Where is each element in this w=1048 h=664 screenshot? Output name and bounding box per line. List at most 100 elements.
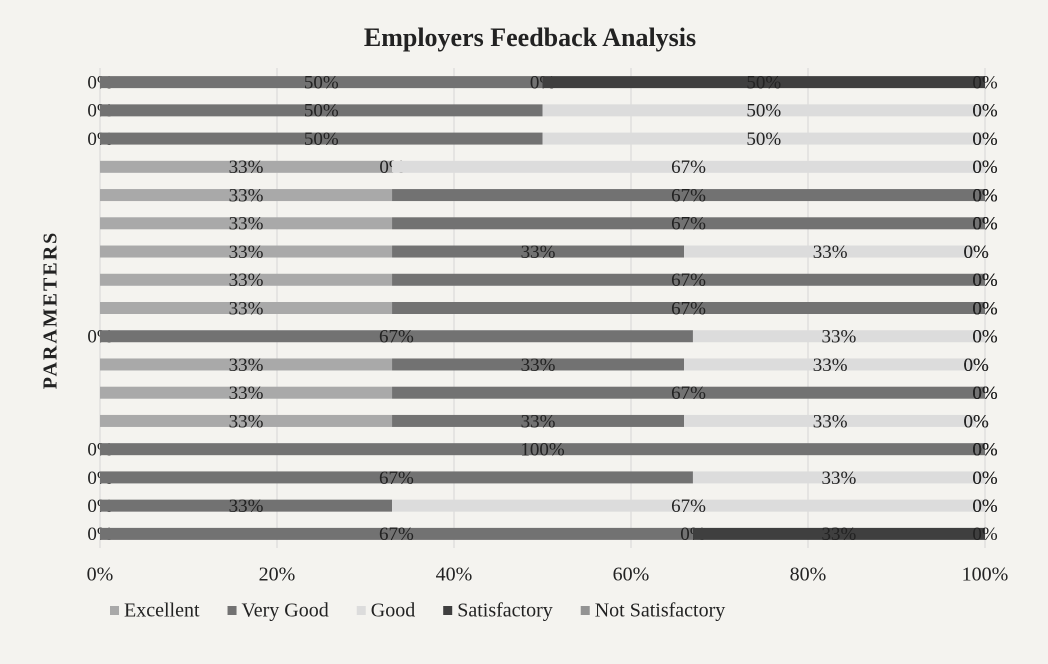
legend-label: Very Good bbox=[242, 600, 329, 622]
value-label: 0% bbox=[972, 214, 998, 235]
value-label: 100% bbox=[520, 440, 565, 461]
value-label: 0% bbox=[972, 496, 998, 517]
bar-segment bbox=[100, 358, 393, 371]
bar-segment bbox=[100, 471, 693, 484]
bar-segment bbox=[684, 245, 977, 258]
bar-segment bbox=[100, 245, 393, 258]
value-label: 0% bbox=[972, 270, 998, 291]
legend-label: Excellent bbox=[124, 600, 200, 622]
bar-segment bbox=[100, 302, 393, 314]
value-label: 33% bbox=[229, 298, 264, 319]
value-label: 0% bbox=[963, 355, 989, 376]
value-label: 67% bbox=[379, 524, 414, 545]
legend-swatch bbox=[443, 606, 453, 615]
bar-segment bbox=[100, 527, 693, 540]
value-label: 33% bbox=[813, 411, 848, 432]
bar-segment bbox=[542, 104, 985, 117]
value-label: 33% bbox=[822, 327, 857, 348]
value-label: 33% bbox=[229, 411, 264, 432]
value-label: 0% bbox=[972, 383, 998, 404]
value-label: 33% bbox=[521, 242, 556, 263]
value-label: 0% bbox=[972, 101, 998, 122]
bar-segment bbox=[392, 499, 985, 512]
value-label: 0% bbox=[972, 496, 998, 517]
value-label: 0% bbox=[972, 157, 998, 178]
bar-segment bbox=[100, 386, 393, 399]
value-label: 0% bbox=[972, 101, 998, 122]
bar-segment bbox=[392, 189, 985, 202]
bar-segment bbox=[692, 330, 985, 343]
bar-segment bbox=[392, 217, 985, 230]
bar-segment bbox=[100, 217, 393, 230]
value-label: 0% bbox=[972, 298, 998, 319]
value-label: 0% bbox=[972, 327, 998, 348]
value-label: 0% bbox=[972, 185, 998, 206]
value-label: 33% bbox=[229, 383, 264, 404]
value-label: 33% bbox=[229, 157, 264, 178]
value-label: 67% bbox=[671, 496, 706, 517]
value-label: 0% bbox=[972, 157, 998, 178]
bar-segment bbox=[392, 302, 985, 314]
value-label: 50% bbox=[746, 72, 781, 93]
value-label: 67% bbox=[671, 383, 706, 404]
value-label: 50% bbox=[746, 101, 781, 122]
x-tick-label: 80% bbox=[790, 564, 827, 586]
value-label: 33% bbox=[822, 524, 857, 545]
value-label: 67% bbox=[379, 468, 414, 489]
bar-segment bbox=[100, 414, 393, 427]
legend-label: Satisfactory bbox=[457, 600, 553, 622]
bar-segment bbox=[100, 104, 543, 117]
value-label: 33% bbox=[229, 242, 264, 263]
value-label: 0% bbox=[972, 185, 998, 206]
bar-segment bbox=[100, 443, 985, 456]
bar-segment bbox=[392, 273, 985, 286]
value-label: 33% bbox=[229, 496, 264, 517]
value-label: 0% bbox=[972, 129, 998, 150]
value-label: 33% bbox=[813, 242, 848, 263]
x-tick-label: 0% bbox=[87, 564, 114, 586]
value-label: 67% bbox=[671, 185, 706, 206]
legend-swatch bbox=[580, 606, 590, 615]
bar-segment bbox=[542, 132, 985, 145]
value-label: 0% bbox=[972, 524, 998, 545]
value-label: 50% bbox=[746, 129, 781, 150]
value-label: 33% bbox=[822, 468, 857, 489]
bar-segment bbox=[100, 76, 543, 89]
legend-label: Good bbox=[371, 600, 415, 622]
value-label: 0% bbox=[972, 298, 998, 319]
value-label: 67% bbox=[379, 327, 414, 348]
bar-segment bbox=[100, 499, 393, 512]
value-label: 67% bbox=[671, 157, 706, 178]
value-label: 33% bbox=[229, 214, 264, 235]
value-label: 67% bbox=[671, 214, 706, 235]
value-label: 0% bbox=[972, 298, 998, 319]
bar-segment bbox=[692, 527, 985, 540]
value-label: 0% bbox=[963, 411, 989, 432]
bar-segment bbox=[392, 245, 685, 258]
value-label: 67% bbox=[671, 270, 706, 291]
legend-label: Not Satisfactory bbox=[595, 600, 726, 622]
legend-swatch bbox=[356, 606, 366, 615]
value-label: 50% bbox=[304, 101, 339, 122]
value-label: 0% bbox=[972, 440, 998, 461]
value-label: 0% bbox=[972, 327, 998, 348]
x-tick-label: 20% bbox=[259, 564, 296, 586]
value-label: 0% bbox=[972, 468, 998, 489]
value-label: 33% bbox=[229, 270, 264, 291]
bar-segment bbox=[392, 414, 685, 427]
value-label: 0% bbox=[972, 383, 998, 404]
value-label: 33% bbox=[521, 411, 556, 432]
bar-segment bbox=[100, 160, 393, 173]
value-label: 0% bbox=[963, 411, 989, 432]
value-label: 0% bbox=[972, 440, 998, 461]
value-label: 0% bbox=[972, 214, 998, 235]
x-tick-label: 100% bbox=[962, 564, 1009, 586]
value-label: 33% bbox=[813, 355, 848, 376]
value-label: 0% bbox=[972, 383, 998, 404]
value-label: 0% bbox=[972, 440, 998, 461]
value-label: 0% bbox=[963, 242, 989, 263]
bar-segment bbox=[100, 189, 393, 202]
x-tick-label: 40% bbox=[436, 564, 473, 586]
value-label: 0% bbox=[963, 355, 989, 376]
